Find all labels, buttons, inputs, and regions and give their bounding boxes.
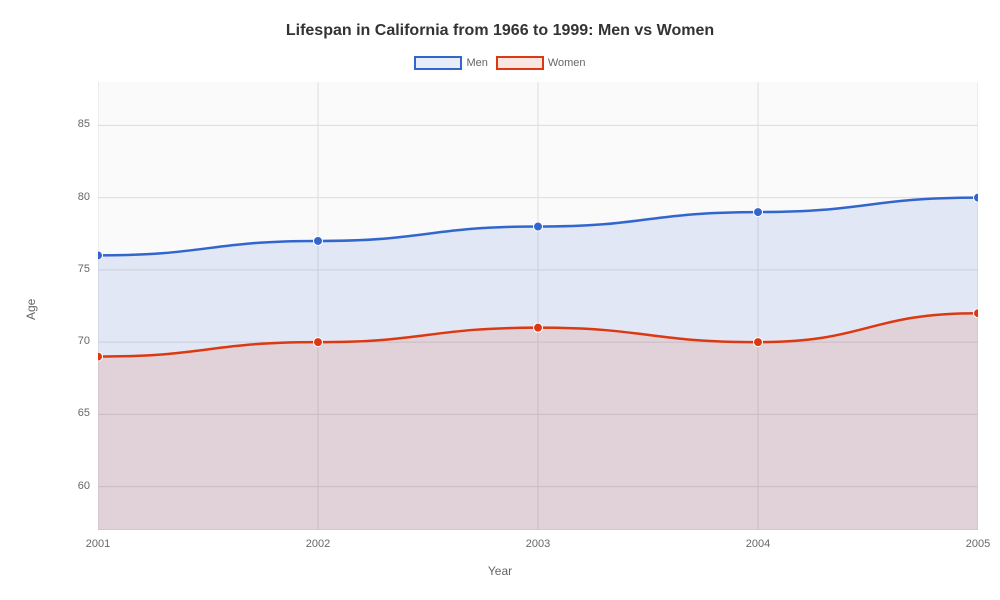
chart-title: Lifespan in California from 1966 to 1999… [0, 22, 1000, 40]
legend-swatch [414, 56, 462, 70]
legend-label: Men [466, 57, 487, 69]
legend-item-men[interactable]: Men [414, 56, 487, 70]
legend-swatch [496, 56, 544, 70]
y-tick-label: 80 [78, 191, 90, 203]
y-tick-label: 75 [78, 263, 90, 275]
x-tick-label: 2001 [78, 538, 118, 550]
x-tick-label: 2003 [518, 538, 558, 550]
y-axis-label: Age [24, 299, 38, 320]
chart-legend: Men Women [0, 56, 1000, 70]
y-tick-label: 60 [78, 480, 90, 492]
chart-svg [98, 82, 978, 530]
y-tick-label: 65 [78, 407, 90, 419]
x-tick-label: 2002 [298, 538, 338, 550]
x-tick-label: 2005 [958, 538, 998, 550]
y-tick-label: 70 [78, 335, 90, 347]
legend-item-women[interactable]: Women [496, 56, 586, 70]
x-tick-label: 2004 [738, 538, 778, 550]
x-axis-label: Year [0, 564, 1000, 578]
y-tick-label: 85 [78, 118, 90, 130]
chart-area [98, 82, 978, 530]
legend-label: Women [548, 57, 586, 69]
